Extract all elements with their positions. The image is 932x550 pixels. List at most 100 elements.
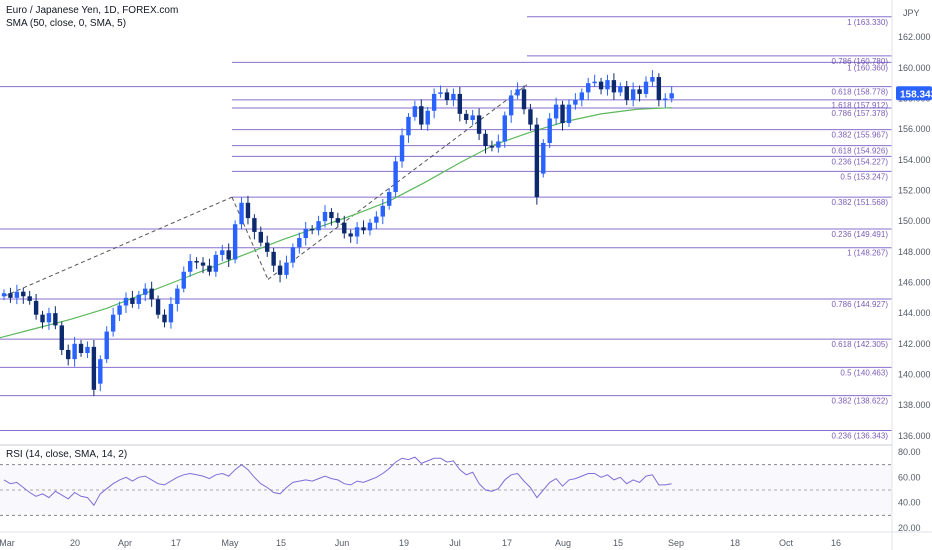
candle-body xyxy=(663,98,668,101)
time-tick-label: Aug xyxy=(555,538,571,548)
last-price-badge xyxy=(896,86,932,101)
candle-body xyxy=(502,115,507,142)
candle-body xyxy=(598,81,604,90)
fib-level-label: 0.382 (155.967) xyxy=(832,131,889,140)
candle-body xyxy=(630,89,636,101)
candle-body xyxy=(534,124,540,198)
candle-body xyxy=(168,303,174,323)
candle-body xyxy=(290,247,296,263)
candle-body xyxy=(444,92,450,101)
candle-body xyxy=(316,221,321,231)
fib-level-label: 0.618 (154.926) xyxy=(832,147,889,156)
time-tick-label: Jul xyxy=(449,538,461,548)
candle-body xyxy=(464,113,469,120)
time-tick-label: 15 xyxy=(276,538,286,548)
candle-body xyxy=(476,115,482,134)
time-tick-label: 17 xyxy=(502,538,512,548)
candle-body xyxy=(187,261,193,272)
candle-body xyxy=(220,250,225,255)
candle-body xyxy=(277,265,283,275)
candle-body xyxy=(573,100,578,105)
candle-body xyxy=(1,293,7,297)
price-tick-label: 146.000 xyxy=(898,277,931,287)
rsi-line xyxy=(3,456,672,507)
candle-body xyxy=(406,116,411,136)
candle-body xyxy=(78,343,84,354)
candle-body xyxy=(181,271,186,289)
price-tick-label: 156.000 xyxy=(898,124,931,134)
candle-body xyxy=(335,218,341,223)
rsi-tick-label: 80.00 xyxy=(898,447,921,457)
candle-body xyxy=(104,331,109,360)
candle-body xyxy=(348,233,353,237)
candle-body xyxy=(91,346,97,390)
price-tick-label: 144.000 xyxy=(898,308,931,318)
candle-body xyxy=(252,218,257,232)
candle-body xyxy=(605,80,610,90)
price-tick-label: 138.000 xyxy=(898,400,931,410)
candle-body xyxy=(656,77,662,101)
trend-connector xyxy=(231,196,269,280)
candle-body xyxy=(483,133,488,147)
candle-body xyxy=(40,314,45,323)
rsi-pane: 80.00 60.00 40.00 20.00 xyxy=(0,447,921,533)
candle-body xyxy=(110,314,116,332)
candle-body xyxy=(438,92,443,94)
candle-body xyxy=(175,288,180,304)
candle-body xyxy=(637,89,642,94)
candle-body xyxy=(541,142,546,174)
candle-body xyxy=(457,93,463,114)
time-tick-label: 15 xyxy=(613,538,623,548)
candle-body xyxy=(72,343,77,360)
candle-body xyxy=(245,202,251,219)
trend-connector xyxy=(3,196,233,297)
candle-body xyxy=(489,146,495,148)
fib-level-label: 0.5 (140.463) xyxy=(840,368,888,377)
candle-body xyxy=(284,262,289,275)
time-tick-label: 16 xyxy=(831,538,841,548)
time-tick-label: Sep xyxy=(668,538,684,548)
time-axis[interactable]: Mar 20 Apr 17 May 15 Jun 19 Jul 17 Aug 15 Sep 18 Oct 16 xyxy=(0,531,932,548)
candle-body xyxy=(136,294,142,304)
time-tick-label: 20 xyxy=(70,538,80,548)
fib-level-label: 1 (163.330) xyxy=(847,18,888,27)
candle-body xyxy=(419,106,424,125)
candle-body xyxy=(393,161,398,193)
candle-body xyxy=(149,288,154,300)
candle-body xyxy=(354,227,360,237)
candle-body xyxy=(194,261,199,263)
price-tick-label: 140.000 xyxy=(898,369,931,379)
candle-body xyxy=(226,250,231,260)
candle-body xyxy=(303,228,308,239)
sma-indicator-label[interactable]: SMA (50, close, 0, SMA, 5) xyxy=(6,18,127,29)
time-tick-label: 18 xyxy=(730,538,740,548)
candle-body xyxy=(123,297,129,306)
candle-body xyxy=(643,81,649,94)
rsi-indicator-label[interactable]: RSI (14, close, SMA, 14, 2) xyxy=(6,449,128,460)
candle-body xyxy=(329,211,334,219)
fib-level-label: 0.236 (149.491) xyxy=(832,230,889,239)
fib-level-label: 0.382 (151.568) xyxy=(832,198,889,207)
candle-body xyxy=(232,224,238,260)
candle-body xyxy=(521,89,527,110)
time-tick-label: 19 xyxy=(399,538,409,548)
candle-body xyxy=(553,104,559,119)
candle-body xyxy=(496,141,501,148)
candle-body xyxy=(213,254,219,272)
candle-body xyxy=(162,314,167,323)
symbol-title[interactable]: Euro / Japanese Yen, 1D, FOREX.com xyxy=(6,5,179,16)
candle-body xyxy=(592,81,597,84)
candle-body xyxy=(258,231,263,243)
candle-body xyxy=(547,118,552,143)
candle-body xyxy=(8,293,13,298)
price-tick-label: 154.000 xyxy=(898,155,931,165)
candle-body xyxy=(27,296,32,301)
candle-body xyxy=(322,211,328,222)
fibonacci-levels: 1 (163.330) 0.786 (160.780)1 (160.360) 0.6… xyxy=(0,16,892,441)
price-tick-label: 152.000 xyxy=(898,186,931,196)
fib-level-label: 1 (160.360) xyxy=(847,63,888,72)
fib-level-label: 0.618 (158.778) xyxy=(832,88,889,97)
candle-body xyxy=(85,346,90,354)
candle-body xyxy=(59,325,64,350)
